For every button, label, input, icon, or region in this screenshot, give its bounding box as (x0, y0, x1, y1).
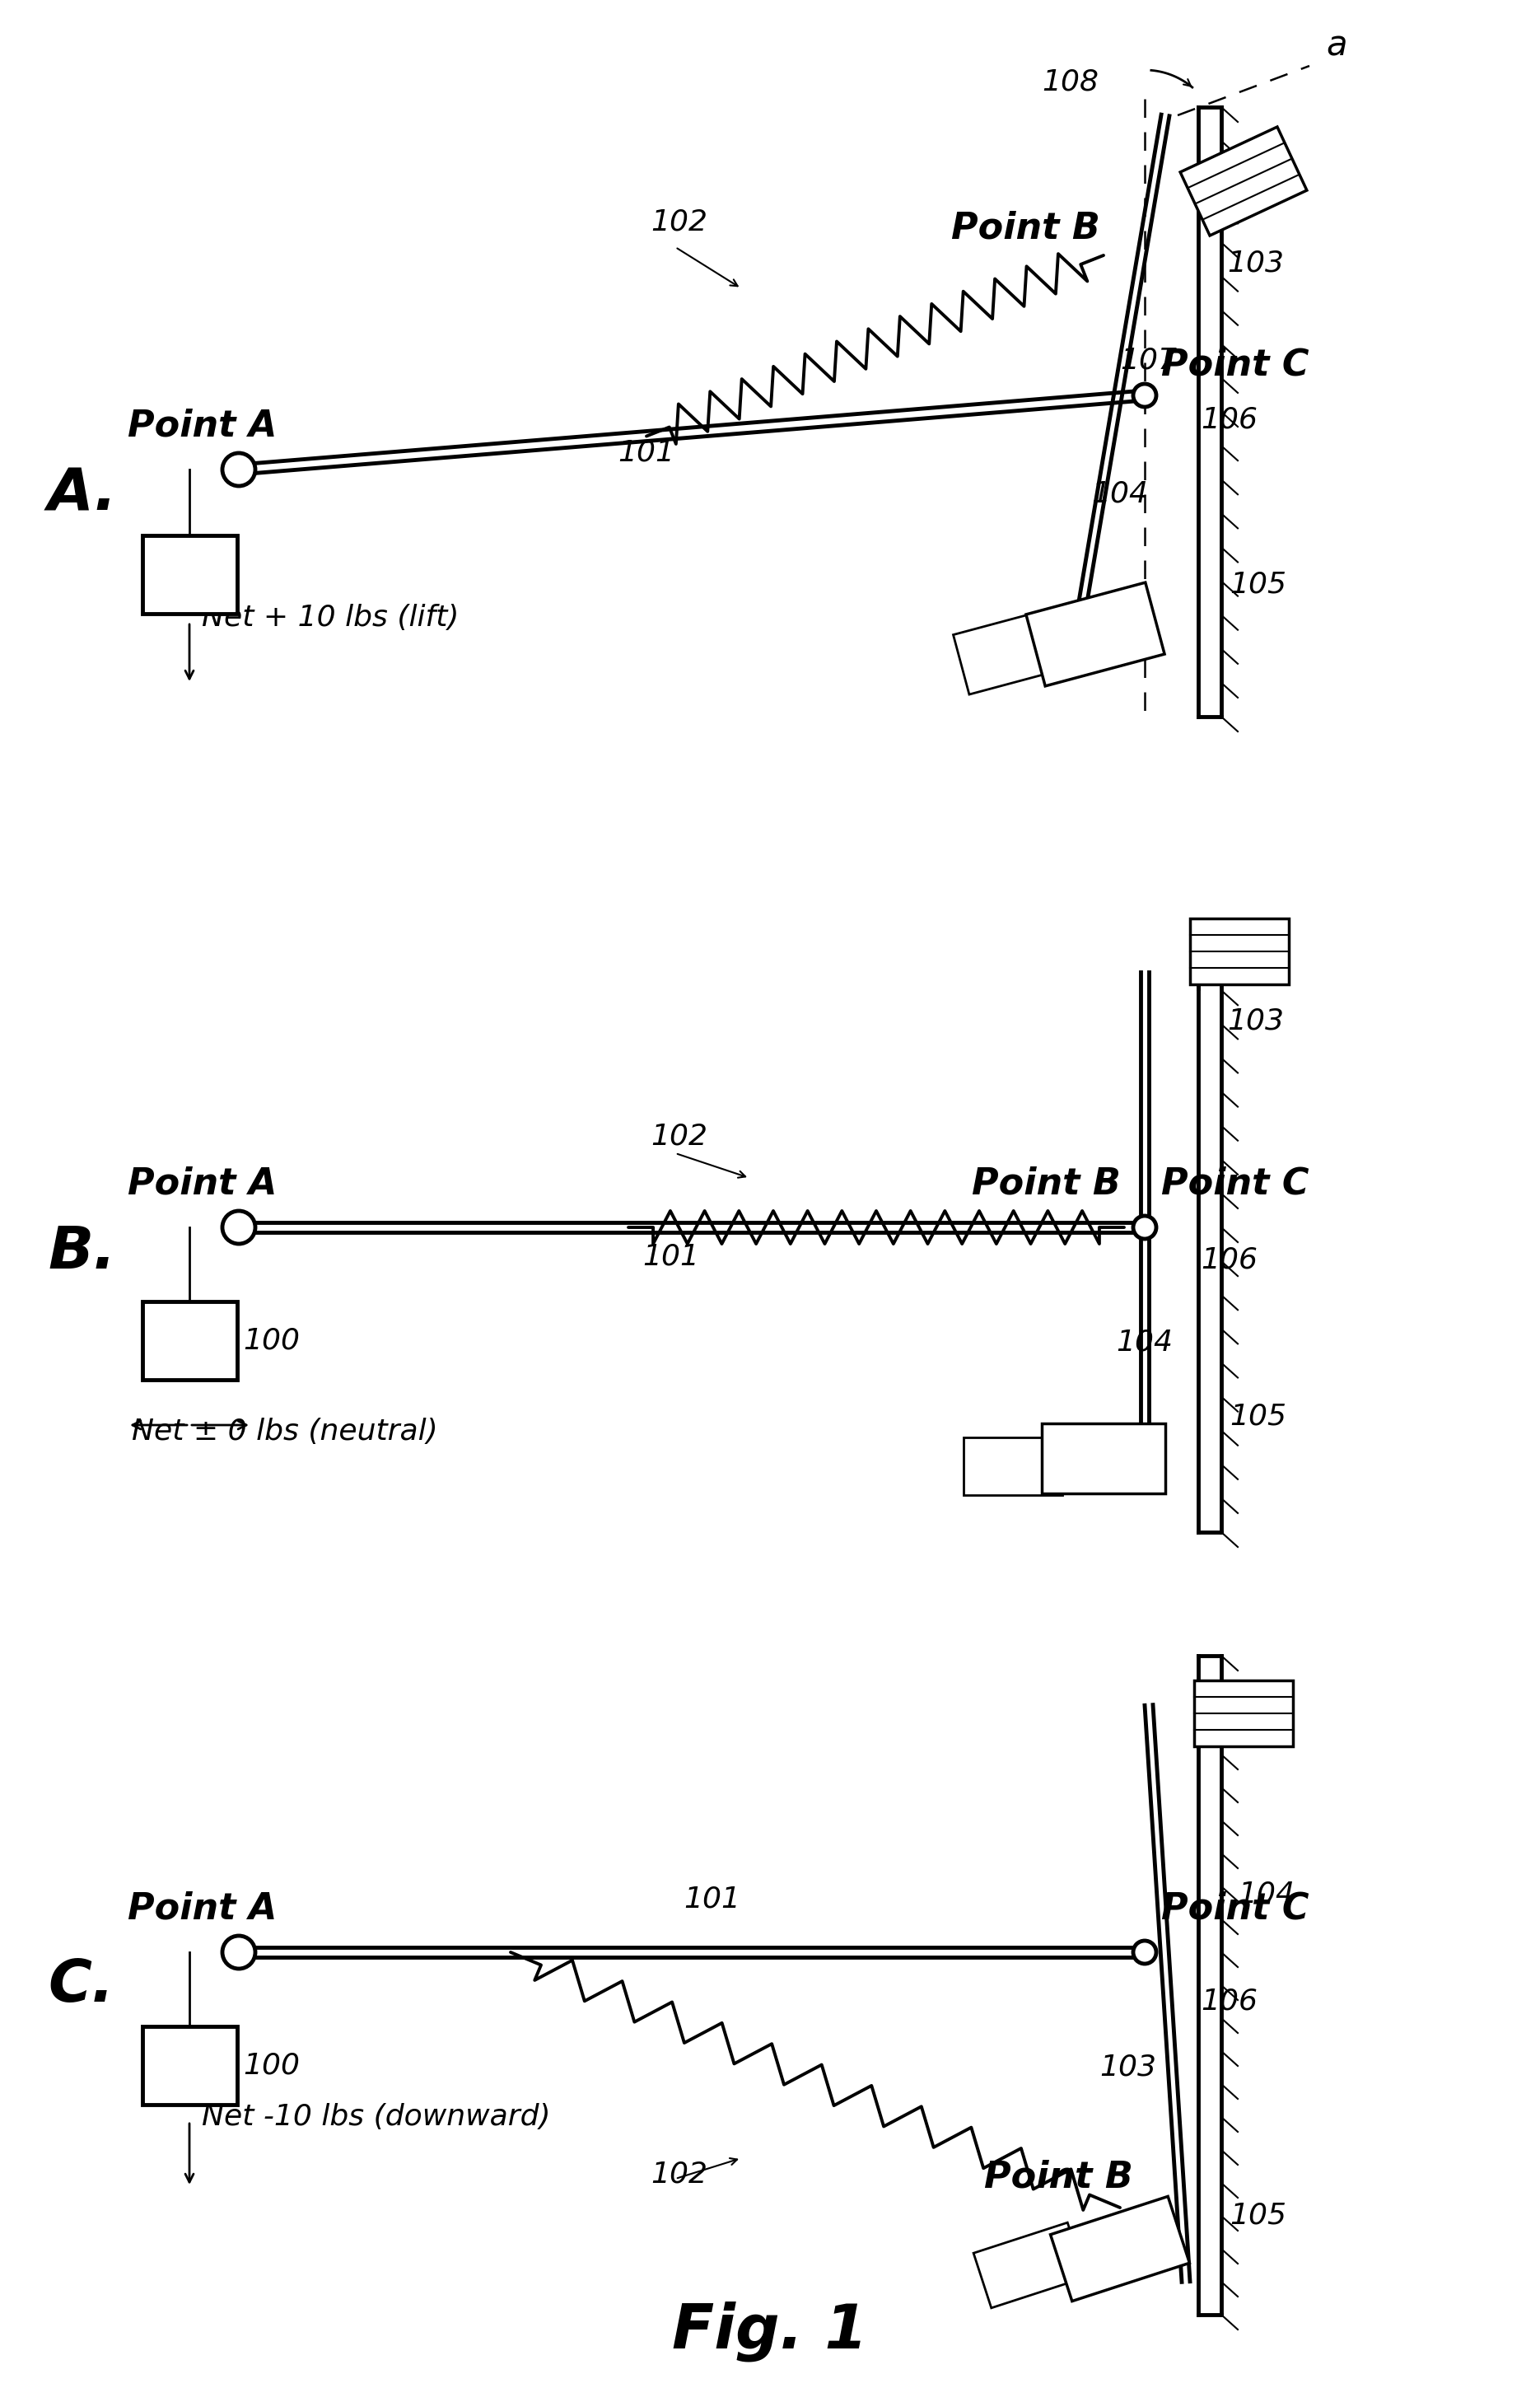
Circle shape (1133, 1215, 1157, 1239)
Text: Point A: Point A (128, 1891, 277, 1927)
Text: a: a (1326, 29, 1348, 64)
Text: Point C: Point C (1161, 346, 1309, 382)
Polygon shape (1041, 1423, 1166, 1492)
Polygon shape (973, 2223, 1086, 2307)
Text: 101: 101 (642, 1242, 699, 1270)
Text: Net + 10 lbs (lift): Net + 10 lbs (lift) (202, 604, 459, 633)
Polygon shape (1050, 2197, 1189, 2302)
Text: 102: 102 (650, 208, 707, 236)
Text: 106: 106 (1201, 406, 1258, 435)
Bar (142, 1301, 237, 1380)
Circle shape (222, 1211, 256, 1244)
Text: 102: 102 (650, 2161, 707, 2190)
Text: 104: 104 (1116, 1328, 1172, 1356)
Text: 100: 100 (243, 1328, 300, 1354)
Text: 104: 104 (1238, 1882, 1295, 1908)
Bar (142, 535, 237, 614)
Polygon shape (1190, 919, 1289, 984)
Text: 108: 108 (1041, 69, 1098, 96)
Text: Point A: Point A (128, 408, 277, 444)
Text: Point A: Point A (128, 1165, 277, 1201)
Text: 103: 103 (1100, 2054, 1157, 2082)
Text: Point C: Point C (1161, 1891, 1309, 1927)
Circle shape (1133, 1941, 1157, 1963)
Text: 106: 106 (1201, 1247, 1258, 1275)
Text: Fig. 1: Fig. 1 (671, 2302, 869, 2362)
Text: 102: 102 (650, 1122, 707, 1151)
Text: Net ± 0 lbs (neutral): Net ± 0 lbs (neutral) (132, 1418, 437, 1445)
Text: Point C: Point C (1161, 1165, 1309, 1201)
Text: B.: B. (48, 1225, 116, 1280)
Text: 105: 105 (1229, 2202, 1286, 2230)
Text: Point B: Point B (984, 2159, 1133, 2195)
Text: C.: C. (48, 1958, 114, 2013)
Text: Point B: Point B (972, 1165, 1121, 1201)
Text: 103: 103 (1227, 251, 1284, 277)
Text: 107: 107 (1120, 346, 1177, 375)
Text: Point B: Point B (952, 210, 1100, 246)
Circle shape (1133, 384, 1157, 406)
Text: A.: A. (48, 466, 117, 523)
Text: 101: 101 (618, 439, 675, 468)
Text: 105: 105 (1229, 1402, 1286, 1430)
Polygon shape (953, 607, 1073, 695)
Text: 101: 101 (684, 1884, 741, 1913)
Polygon shape (1026, 583, 1164, 685)
Text: 105: 105 (1229, 571, 1286, 599)
Text: 106: 106 (1201, 1987, 1258, 2015)
Bar (142, 2027, 237, 2104)
Circle shape (222, 1937, 256, 1968)
Circle shape (222, 454, 256, 487)
Polygon shape (1180, 127, 1307, 236)
Text: Net -10 lbs (downward): Net -10 lbs (downward) (202, 2104, 551, 2130)
Polygon shape (1194, 1681, 1294, 1746)
Text: 104: 104 (1092, 480, 1147, 509)
Polygon shape (964, 1438, 1063, 1495)
Text: 103: 103 (1227, 1008, 1284, 1036)
Text: 100: 100 (243, 2051, 300, 2080)
